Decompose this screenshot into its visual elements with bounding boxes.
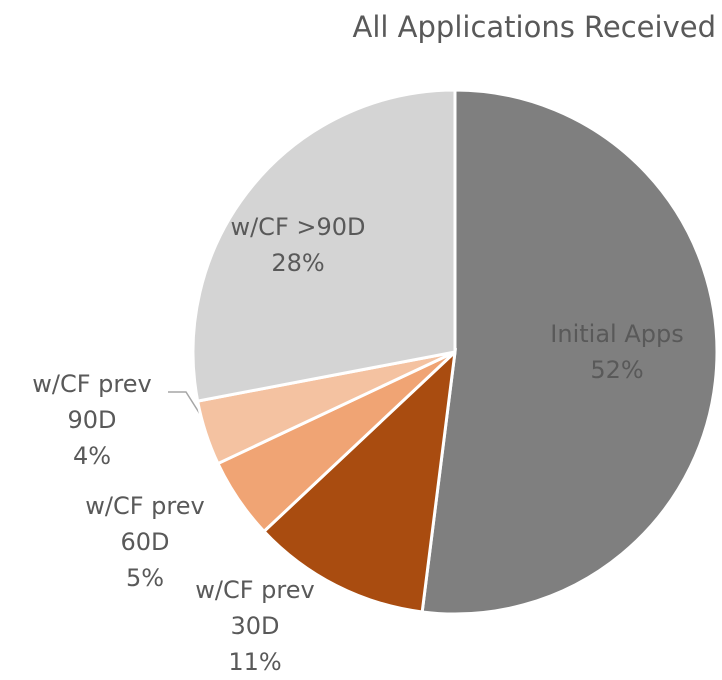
label-value: 11% — [228, 648, 282, 676]
data-label: w/CF prev 30D 11% — [170, 572, 340, 680]
pie-slice — [261, 348, 458, 614]
data-label: Initial Apps 52% — [507, 316, 722, 388]
label-category: w/CF prev 60D — [85, 492, 205, 556]
data-label: w/CF prev 60D 5% — [60, 488, 230, 596]
label-category: Initial Apps — [550, 320, 684, 348]
data-label: w/CF >90D 28% — [188, 209, 408, 281]
label-category: w/CF prev 90D — [32, 370, 152, 434]
label-category: w/CF >90D — [230, 213, 366, 241]
label-value: 52% — [590, 356, 644, 384]
pie-slice — [191, 88, 457, 403]
chart-title: All Applications Received — [352, 10, 716, 44]
label-value: 5% — [125, 564, 165, 592]
label-category: w/CF prev 30D — [195, 576, 315, 640]
pie-slice — [420, 88, 719, 616]
label-value: 28% — [271, 249, 325, 277]
label-value: 4% — [72, 442, 112, 470]
data-label: w/CF prev 90D 4% — [7, 366, 177, 474]
